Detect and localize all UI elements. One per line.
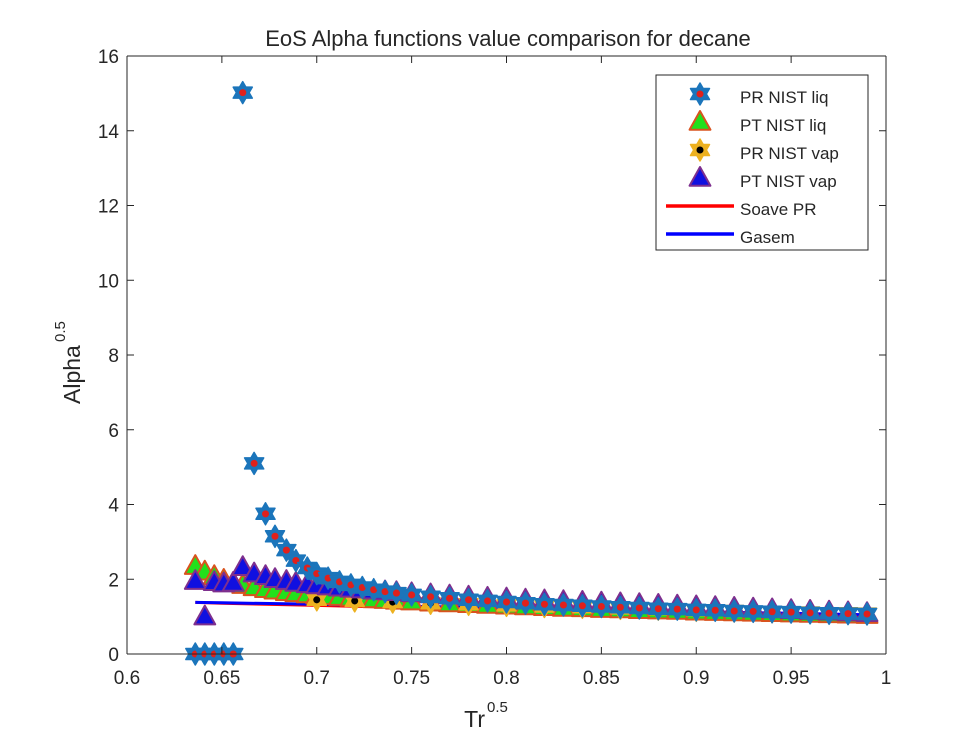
point-pt-nist-vap — [231, 555, 255, 576]
point-pr-nist-liq — [496, 590, 517, 614]
point-pr-nist-liq — [723, 599, 745, 623]
point-pr-nist-liq — [818, 601, 840, 626]
axes: 0.6 0.65 0.7 0.75 0.8 0.85 0.9 0.95 102468101214… — [98, 47, 891, 689]
y-tick-label: 16 — [98, 47, 119, 68]
legend-label-pt-nist-liq: PT NIST liq — [740, 116, 826, 135]
point-pr-nist-liq — [666, 597, 688, 621]
x-tick-label: 0.7 — [304, 668, 330, 689]
x-axis-label: Tr — [464, 706, 485, 732]
point-pr-nist-liq — [856, 602, 878, 626]
y-tick-label: 8 — [108, 346, 119, 367]
legend-label-pr-nist-liq: PR NIST liq — [740, 88, 829, 107]
point-pr-nist-liq — [458, 588, 479, 612]
point-pr-nist-liq — [255, 502, 276, 526]
legend-symbols — [666, 82, 734, 236]
point-pr-nist-liq — [515, 591, 536, 615]
legend-label-pr-nist-vap: PR NIST vap — [740, 144, 839, 163]
point-pr-nist-liq — [232, 80, 254, 105]
point-pr-nist-liq — [742, 599, 764, 624]
x-tick-label: 0.75 — [393, 668, 430, 689]
legend: PR NIST liq PT NIST liq PR NIST vap PT N… — [655, 74, 869, 251]
point-pt-nist-vap — [193, 604, 217, 626]
point-pr-nist-liq — [553, 593, 574, 617]
point-pt-nist-vap — [183, 569, 207, 590]
y-tick-label: 2 — [108, 570, 119, 591]
chart-title: EoS Alpha functions value comparison for… — [265, 26, 751, 51]
point-pr-nist-liq — [799, 601, 821, 625]
point-pr-nist-liq — [837, 601, 859, 626]
legend-label-pt-nist-vap: PT NIST vap — [740, 172, 837, 191]
x-tick-label: 0.85 — [583, 668, 620, 689]
x-tick-label: 0.8 — [493, 668, 519, 689]
x-axis-label-superscript: 0.5 — [487, 699, 508, 716]
point-pr-nist-liq — [761, 600, 783, 624]
point-pr-nist-liq — [420, 585, 441, 609]
point-pr-nist-liq — [534, 592, 555, 617]
point-pr-nist-liq — [401, 583, 422, 607]
legend-swatch-pt-nist-liq — [688, 110, 712, 131]
y-tick-label: 12 — [98, 197, 119, 218]
y-tick-label: 14 — [98, 122, 120, 143]
point-pr-nist-liq — [704, 598, 726, 623]
legend-label-gasem: Gasem — [740, 228, 795, 247]
y-axis-label-superscript: 0.5 — [52, 321, 69, 342]
legend-box — [655, 74, 869, 251]
x-tick-label: 0.65 — [203, 668, 240, 689]
y-tick-label: 6 — [108, 421, 119, 442]
point-pr-nist-liq — [439, 586, 460, 611]
y-tick-label: 4 — [108, 496, 119, 517]
x-tick-label: 1 — [881, 668, 892, 689]
point-pr-nist-liq — [629, 596, 650, 620]
point-pr-nist-liq — [477, 589, 498, 613]
point-pr-nist-liq — [685, 598, 707, 622]
x-tick-label: 0.6 — [114, 668, 140, 689]
point-pr-nist-liq — [386, 581, 407, 605]
point-pr-nist-liq — [264, 524, 286, 549]
series-pr-nist-liq — [185, 80, 878, 666]
y-axis-label: Alpha — [59, 345, 85, 404]
legend-swatch-pr-nist-liq — [689, 82, 711, 106]
point-pr-nist-liq — [610, 595, 631, 620]
legend-swatch-pt-nist-vap — [688, 166, 712, 187]
legend-swatch-pr-nist-vap — [689, 138, 711, 162]
chart-marks — [183, 80, 879, 666]
point-pr-nist-liq — [648, 597, 669, 621]
point-pt-nist-vap — [221, 570, 245, 592]
y-axis-label-group: Alpha 0.5 — [52, 321, 85, 404]
x-tick-label: 0.9 — [683, 668, 709, 689]
point-pr-nist-liq — [591, 594, 612, 619]
y-tick-label: 0 — [108, 645, 119, 666]
legend-label-soave-pr: Soave PR — [740, 200, 817, 219]
point-pr-nist-liq — [243, 451, 265, 476]
point-pr-nist-liq — [572, 594, 593, 618]
x-tick-label: 0.95 — [773, 668, 810, 689]
point-pr-nist-liq — [780, 600, 802, 624]
y-tick-label: 10 — [98, 271, 119, 292]
